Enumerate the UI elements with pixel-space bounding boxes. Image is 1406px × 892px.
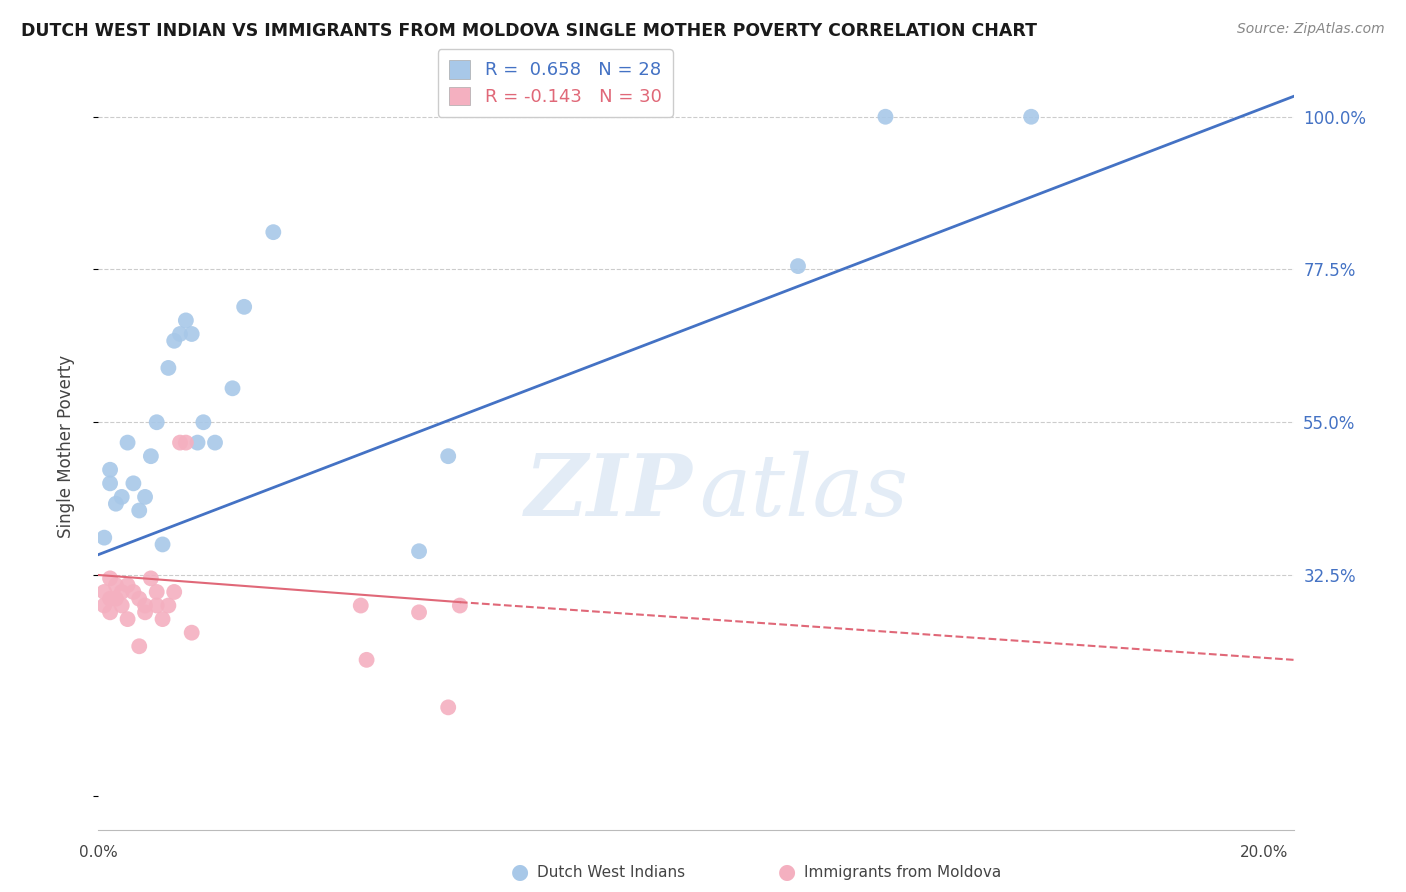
- Text: 20.0%: 20.0%: [1240, 845, 1288, 860]
- Point: [122, 585, 145, 599]
- Point: [152, 612, 174, 626]
- Point: [145, 585, 167, 599]
- Y-axis label: Single Mother Poverty: Single Mother Poverty: [56, 354, 75, 538]
- Point: [157, 360, 180, 375]
- Text: atlas: atlas: [700, 450, 908, 533]
- Point: [174, 313, 197, 327]
- Point: [152, 537, 174, 551]
- Point: [145, 599, 167, 613]
- Point: [193, 415, 215, 429]
- Point: [449, 599, 471, 613]
- Point: [134, 490, 156, 504]
- Point: [134, 605, 156, 619]
- Point: [98, 476, 121, 491]
- Point: [356, 653, 378, 667]
- Point: [117, 578, 139, 592]
- Text: DUTCH WEST INDIAN VS IMMIGRANTS FROM MOLDOVA SINGLE MOTHER POVERTY CORRELATION C: DUTCH WEST INDIAN VS IMMIGRANTS FROM MOL…: [21, 22, 1038, 40]
- Text: Dutch West Indians: Dutch West Indians: [537, 865, 685, 880]
- Point: [139, 571, 162, 585]
- Point: [157, 599, 180, 613]
- Point: [98, 463, 121, 477]
- Point: [787, 259, 810, 273]
- Point: [128, 591, 150, 606]
- Text: ●: ●: [512, 863, 529, 882]
- Text: Immigrants from Moldova: Immigrants from Moldova: [804, 865, 1001, 880]
- Point: [122, 476, 145, 491]
- Point: [104, 591, 127, 606]
- Point: [221, 381, 243, 395]
- Text: ●: ●: [779, 863, 796, 882]
- Point: [437, 700, 460, 714]
- Point: [93, 599, 115, 613]
- Point: [117, 612, 139, 626]
- Legend: R =  0.658   N = 28, R = -0.143   N = 30: R = 0.658 N = 28, R = -0.143 N = 30: [437, 49, 672, 117]
- Point: [408, 544, 430, 558]
- Point: [204, 435, 226, 450]
- Point: [163, 334, 186, 348]
- Point: [174, 435, 197, 450]
- Text: Source: ZipAtlas.com: Source: ZipAtlas.com: [1237, 22, 1385, 37]
- Point: [145, 415, 167, 429]
- Point: [163, 585, 186, 599]
- Point: [128, 640, 150, 654]
- Text: 0.0%: 0.0%: [79, 845, 118, 860]
- Point: [180, 625, 202, 640]
- Point: [139, 449, 162, 463]
- Point: [350, 599, 373, 613]
- Point: [104, 497, 127, 511]
- Point: [111, 585, 134, 599]
- Point: [98, 591, 121, 606]
- Point: [180, 326, 202, 341]
- Point: [169, 435, 191, 450]
- Point: [93, 585, 115, 599]
- Point: [98, 605, 121, 619]
- Point: [117, 435, 139, 450]
- Point: [169, 326, 191, 341]
- Point: [93, 531, 115, 545]
- Text: ZIP: ZIP: [524, 450, 692, 533]
- Point: [233, 300, 256, 314]
- Point: [111, 599, 134, 613]
- Point: [128, 503, 150, 517]
- Point: [186, 435, 208, 450]
- Point: [98, 571, 121, 585]
- Point: [262, 225, 284, 239]
- Point: [408, 605, 430, 619]
- Point: [1019, 110, 1042, 124]
- Point: [104, 578, 127, 592]
- Point: [437, 449, 460, 463]
- Point: [111, 490, 134, 504]
- Point: [134, 599, 156, 613]
- Point: [875, 110, 897, 124]
